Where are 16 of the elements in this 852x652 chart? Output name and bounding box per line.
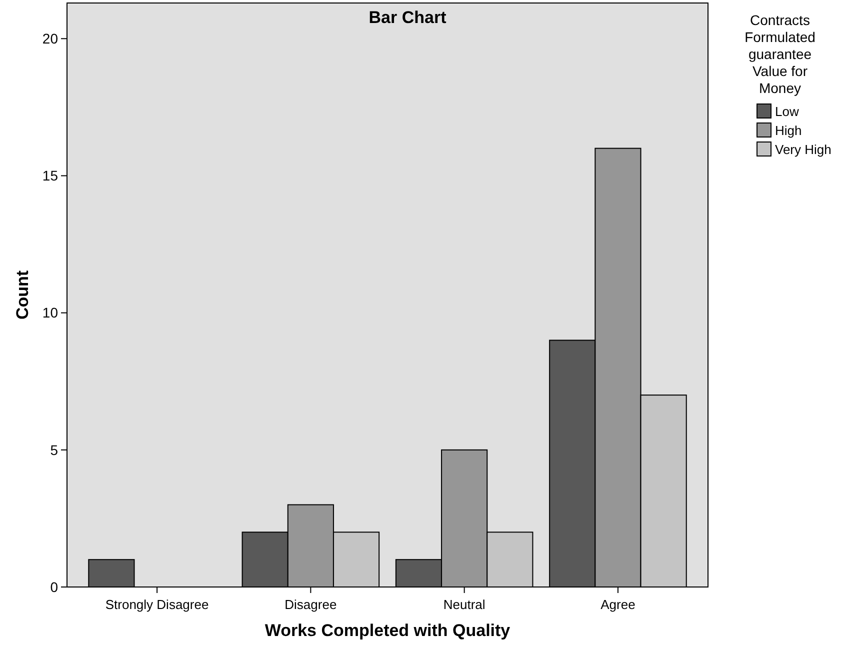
x-tick-label: Agree xyxy=(600,597,636,612)
y-tick-label: 0 xyxy=(50,578,58,595)
legend-label: Low xyxy=(775,104,800,119)
y-tick-label: 10 xyxy=(42,304,58,321)
y-axis-title: Count xyxy=(13,270,32,320)
chart-title: Bar Chart xyxy=(368,8,447,27)
x-tick-label: Disagree xyxy=(284,597,337,612)
x-axis-title: Works Completed with Quality xyxy=(264,621,511,640)
x-tick-label: Neutral xyxy=(443,597,486,612)
y-tick-label: 20 xyxy=(42,30,58,47)
legend-label: High xyxy=(775,123,802,138)
y-tick-label: 5 xyxy=(50,442,58,458)
y-tick-label: 15 xyxy=(42,168,58,184)
x-tick-label: Strongly Disagree xyxy=(105,597,209,612)
legend-label: Very High xyxy=(775,142,832,157)
legend-title: Contracts Formulated guarantee Value for Money xyxy=(744,12,816,96)
